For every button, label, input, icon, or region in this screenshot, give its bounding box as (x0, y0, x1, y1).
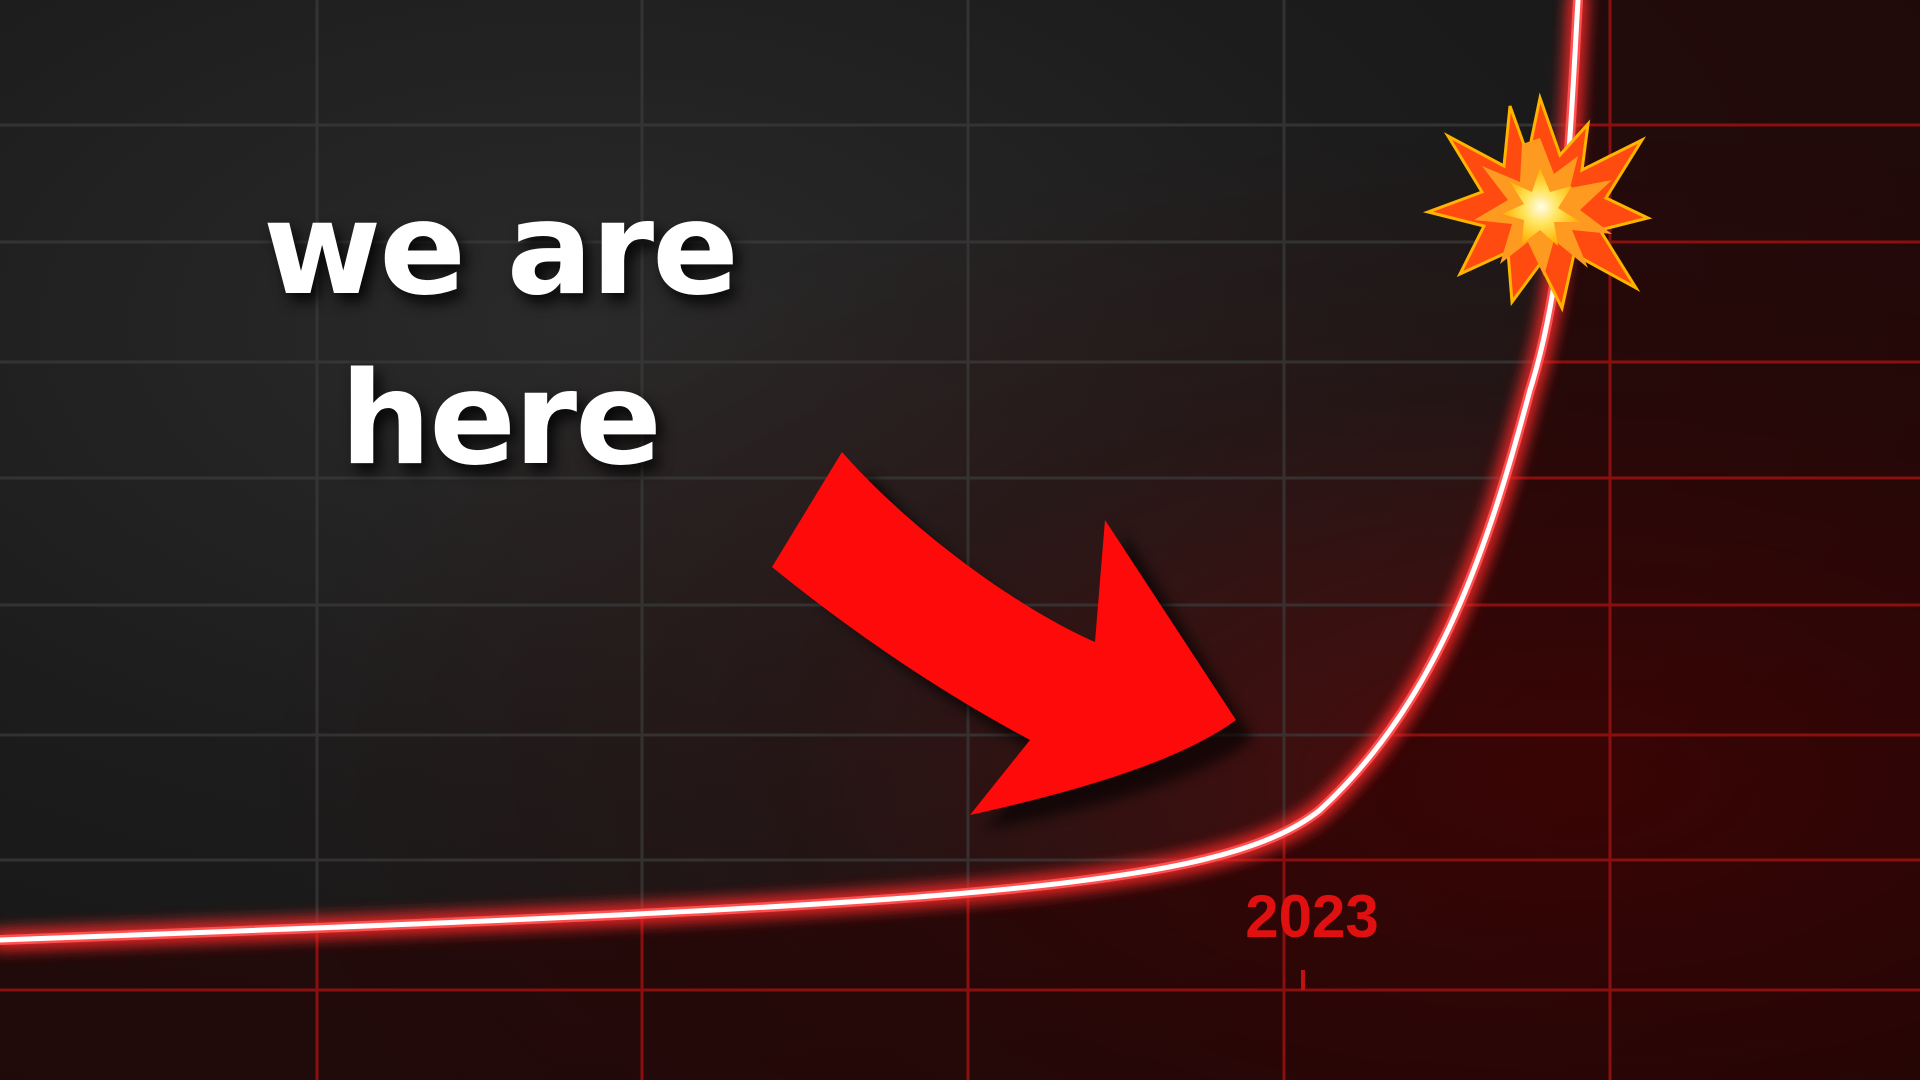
year-label: 2023 (1245, 883, 1378, 950)
collision-burst-icon (1422, 92, 1653, 313)
caption-line-we-are: we are (263, 175, 739, 324)
red-curved-arrow-icon (772, 452, 1254, 829)
caption-line-here: here (340, 345, 662, 494)
